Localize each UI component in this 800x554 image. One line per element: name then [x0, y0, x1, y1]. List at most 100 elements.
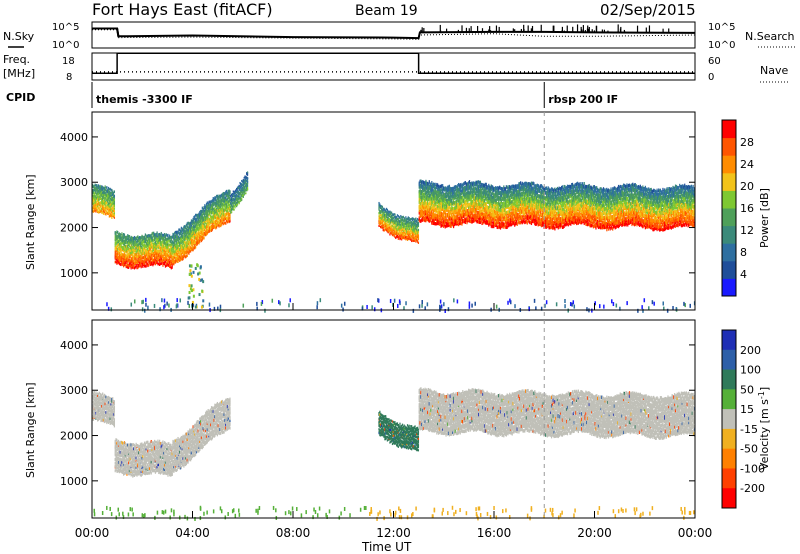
scatter-cell [130, 241, 132, 245]
scatter-cell [183, 251, 185, 255]
scatter-cell [231, 199, 233, 202]
scatter-cell [113, 202, 116, 205]
scatter-cell [381, 205, 384, 208]
scatter-cell [129, 247, 131, 251]
scatter-cell [124, 244, 126, 248]
scatter-cell [381, 215, 384, 219]
scatter-cell [225, 212, 227, 216]
scatter-cell [128, 248, 130, 252]
scatter-cell [160, 231, 162, 235]
scatter-cell [215, 213, 217, 217]
scatter-cell [205, 231, 208, 234]
scatter-cell [117, 259, 119, 263]
scatter-cell [227, 203, 229, 207]
scatter-cell [139, 236, 141, 240]
scatter-cell [194, 221, 196, 225]
scatter-cell [117, 251, 119, 255]
scatter-cell [241, 186, 244, 189]
scatter-cell [141, 248, 143, 252]
scatter-cell [180, 226, 183, 230]
scatter-cell [198, 238, 200, 242]
scatter-cell [149, 255, 152, 259]
scatter-cell [183, 225, 185, 229]
scatter-cell [129, 252, 131, 256]
scatter-cell [160, 243, 162, 247]
scatter-cell [141, 244, 143, 248]
scatter-cell [128, 262, 131, 266]
scatter-cell [147, 241, 149, 245]
scatter-cell [240, 197, 242, 200]
scatter-cell [202, 229, 204, 233]
scatter-cell [152, 241, 154, 245]
scatter-cell [146, 239, 148, 243]
scatter-cell [205, 212, 207, 215]
scatter-cell [222, 209, 224, 213]
scatter-cell [135, 264, 137, 268]
scatter-cell [176, 247, 178, 251]
scatter-cell [112, 206, 114, 210]
scatter-cell [120, 255, 122, 258]
scatter-cell [159, 255, 162, 259]
scatter-cell [209, 200, 211, 204]
scatter-cell [102, 186, 104, 189]
scatter-cell [120, 251, 122, 255]
scatter-cell [226, 212, 228, 216]
scatter-cell [133, 257, 136, 261]
scatter-cell [204, 231, 206, 235]
scatter-cell [208, 226, 210, 230]
scatter-cell [189, 230, 192, 234]
scatter-cell [205, 221, 207, 224]
scatter-cell [229, 196, 231, 200]
scatter-cell [199, 216, 201, 220]
scatter-cell [230, 195, 232, 198]
scatter-cell [160, 249, 162, 253]
scatter-cell [127, 252, 129, 256]
scatter-cell [226, 200, 229, 204]
scatter-cell [138, 261, 141, 265]
scatter-cell [141, 255, 143, 259]
scatter-cell [226, 219, 228, 223]
scatter-cell [150, 236, 152, 240]
scatter-cell [218, 197, 220, 201]
scatter-cell [136, 248, 138, 252]
scatter-cell [100, 201, 102, 204]
scatter-cell [112, 202, 115, 205]
scatter-cell [165, 264, 167, 267]
scatter-cell [101, 186, 103, 190]
scatter-cell [188, 234, 190, 238]
scatter-cell [204, 220, 206, 224]
scatter-cell [174, 257, 177, 260]
scatter-cell [163, 253, 165, 257]
scatter-cell [381, 223, 384, 227]
scatter-cell [160, 235, 162, 239]
scatter-cell [199, 226, 201, 230]
scatter-cell [384, 209, 386, 213]
scatter-cell [209, 209, 211, 213]
scatter-cell [133, 241, 135, 245]
scatter-cell [162, 235, 164, 239]
scatter-cell [145, 243, 147, 247]
scatter-cell [126, 263, 128, 267]
scatter-cell [244, 180, 246, 183]
scatter-cell [169, 243, 171, 247]
scatter-cell [130, 257, 132, 261]
scatter-cell [174, 239, 177, 242]
scatter-cell [200, 235, 203, 239]
scatter-cell [97, 192, 100, 196]
scatter-cell [107, 186, 110, 190]
scatter-cell [174, 239, 176, 242]
scatter-cell [242, 194, 244, 196]
scatter-cell [209, 226, 211, 230]
scatter-cell [380, 217, 383, 221]
scatter-cell [150, 257, 152, 261]
scatter-cell [117, 257, 120, 261]
scatter-cell [229, 203, 231, 207]
scatter-cell [183, 253, 185, 257]
scatter-cell [201, 237, 203, 241]
scatter-cell [212, 226, 214, 230]
scatter-cell [232, 192, 234, 195]
scatter-cell [231, 203, 233, 206]
scatter-cell [185, 235, 188, 239]
scatter-cell [152, 263, 154, 267]
scatter-cell [213, 216, 215, 220]
